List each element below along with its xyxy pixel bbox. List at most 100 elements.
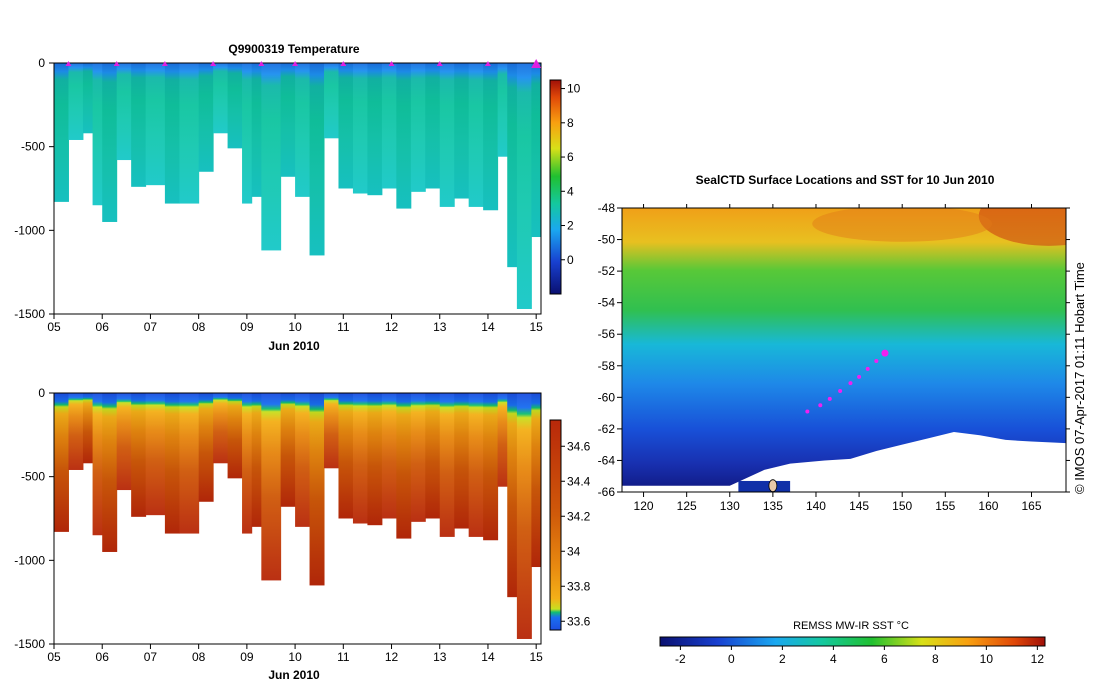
seal-track-point (805, 409, 810, 414)
salinity-profile-shade (131, 393, 147, 517)
salinity-profile-column (516, 393, 532, 639)
temperature-profile-column (68, 63, 84, 140)
salinity-x-axis-label: Jun 2010 (268, 668, 320, 682)
temperature-profile-shade (145, 63, 166, 186)
salinity-profile-column (82, 393, 94, 464)
salinity-profile-column (227, 393, 243, 479)
salinity-profile-column (454, 393, 470, 529)
salinity-profile-shade (352, 393, 368, 524)
temperature-profile-shade (261, 63, 282, 251)
salinity-x-tick-label: 05 (47, 650, 61, 664)
salinity-profile-shade (324, 393, 339, 469)
salinity-profile-column (410, 393, 426, 522)
temperature-chart-title: Q9900319 Temperature (228, 42, 360, 56)
salinity-profile-column (242, 393, 253, 534)
map-lon-tick-label: 150 (892, 499, 912, 513)
temperature-profile-shade (507, 63, 518, 268)
surface-location-marker (484, 61, 491, 66)
salinity-profile-shade (227, 393, 243, 479)
seal-track-point (857, 374, 862, 379)
salinity-profile-shade (483, 393, 499, 541)
temperature-profile-shade (396, 63, 412, 209)
temperature-profile-column (454, 63, 470, 199)
map-lon-tick-label: 125 (677, 499, 697, 513)
salinity-profile-shade (396, 393, 412, 539)
seal-track-point (874, 359, 879, 364)
seal-track-point (848, 381, 853, 386)
temperature-x-tick-label: 11 (337, 320, 350, 334)
temperature-profile-column (352, 63, 368, 194)
salinity-x-tick-label: 10 (288, 650, 302, 664)
salinity-profile-column (145, 393, 166, 516)
salinity-profile-column (295, 393, 311, 527)
salinity-profile-column (261, 393, 282, 581)
temperature-cbar-tick-label: 4 (567, 184, 574, 198)
salinity-profile-column (213, 393, 229, 464)
salinity-profile-shade (68, 393, 84, 470)
temperature-profile-column (164, 63, 180, 204)
surface-location-marker (340, 61, 347, 66)
map-colorbar (659, 636, 1046, 647)
map-colorbar-tick-label: 2 (779, 652, 786, 666)
salinity-profile-shade (309, 393, 325, 586)
salinity-profile-shade (338, 393, 354, 519)
salinity-profile-shade (280, 393, 296, 507)
temperature-x-tick-label: 06 (96, 320, 110, 334)
salinity-y-tick-label: 0 (38, 386, 45, 400)
temperature-x-tick-label: 13 (433, 320, 447, 334)
temperature-colorbar (549, 79, 562, 295)
map-colorbar-tick-label: 10 (980, 652, 994, 666)
salinity-plot-frame (53, 392, 542, 645)
temperature-y-tick-label: -500 (21, 140, 45, 154)
temperature-profile-shade (516, 63, 532, 309)
map-lat-tick-label: -60 (598, 390, 616, 404)
seal-track-point (881, 349, 889, 357)
salinity-y-tick-label: -1000 (14, 553, 45, 567)
map-lon-tick-label: 160 (978, 499, 998, 513)
temperature-profile-column (507, 63, 518, 268)
temperature-profile-shade (242, 63, 253, 204)
map-colorbar-tick-label: 8 (932, 652, 939, 666)
salinity-profile-column (131, 393, 147, 517)
temperature-profile-column (483, 63, 499, 211)
salinity-x-tick-label: 09 (240, 650, 254, 664)
temperature-profile-shade (468, 63, 484, 207)
temperature-cbar-tick-label: 2 (567, 219, 574, 233)
temperature-profile-column (198, 63, 214, 172)
temperature-profile-shade (531, 63, 541, 238)
temperature-y-tick-label: -1000 (14, 223, 45, 237)
temperature-profile-shade (352, 63, 368, 194)
salinity-profile-column (309, 393, 325, 586)
seal-track-point (838, 389, 843, 394)
temperature-profile-column (396, 63, 412, 209)
temperature-profile-column (261, 63, 282, 251)
temperature-profile-column (425, 63, 441, 189)
map-lon-tick-label: 145 (849, 499, 869, 513)
temperature-profile-column (324, 63, 339, 139)
salinity-profile-shade (454, 393, 470, 529)
temperature-profile-shade (410, 63, 426, 192)
salinity-profile-shade (82, 393, 94, 464)
salinity-profile-shade (116, 393, 132, 491)
salinity-profile-shade (295, 393, 311, 527)
salinity-profile-column (179, 393, 200, 534)
temperature-profile-shade (198, 63, 214, 172)
temperature-x-tick-label: 14 (481, 320, 495, 334)
salinity-profile-shade (497, 393, 508, 487)
salinity-profile-column (54, 393, 69, 532)
temperature-profile-column (381, 63, 397, 189)
temperature-cbar-tick-label: 8 (567, 116, 574, 130)
salinity-profile-shade (164, 393, 180, 534)
temperature-profile-shade (454, 63, 470, 199)
temperature-profile-shade (280, 63, 296, 177)
surface-location-marker (388, 61, 395, 66)
surface-location-marker (113, 61, 120, 66)
surface-location-marker (161, 61, 168, 66)
salinity-profile-shade (213, 393, 229, 464)
salinity-profile-column (468, 393, 484, 537)
salinity-profile-column (439, 393, 455, 537)
map-colorbar-tick-label: -2 (675, 652, 686, 666)
salinity-profile-column (68, 393, 84, 470)
ice-edge-area (622, 432, 1066, 492)
